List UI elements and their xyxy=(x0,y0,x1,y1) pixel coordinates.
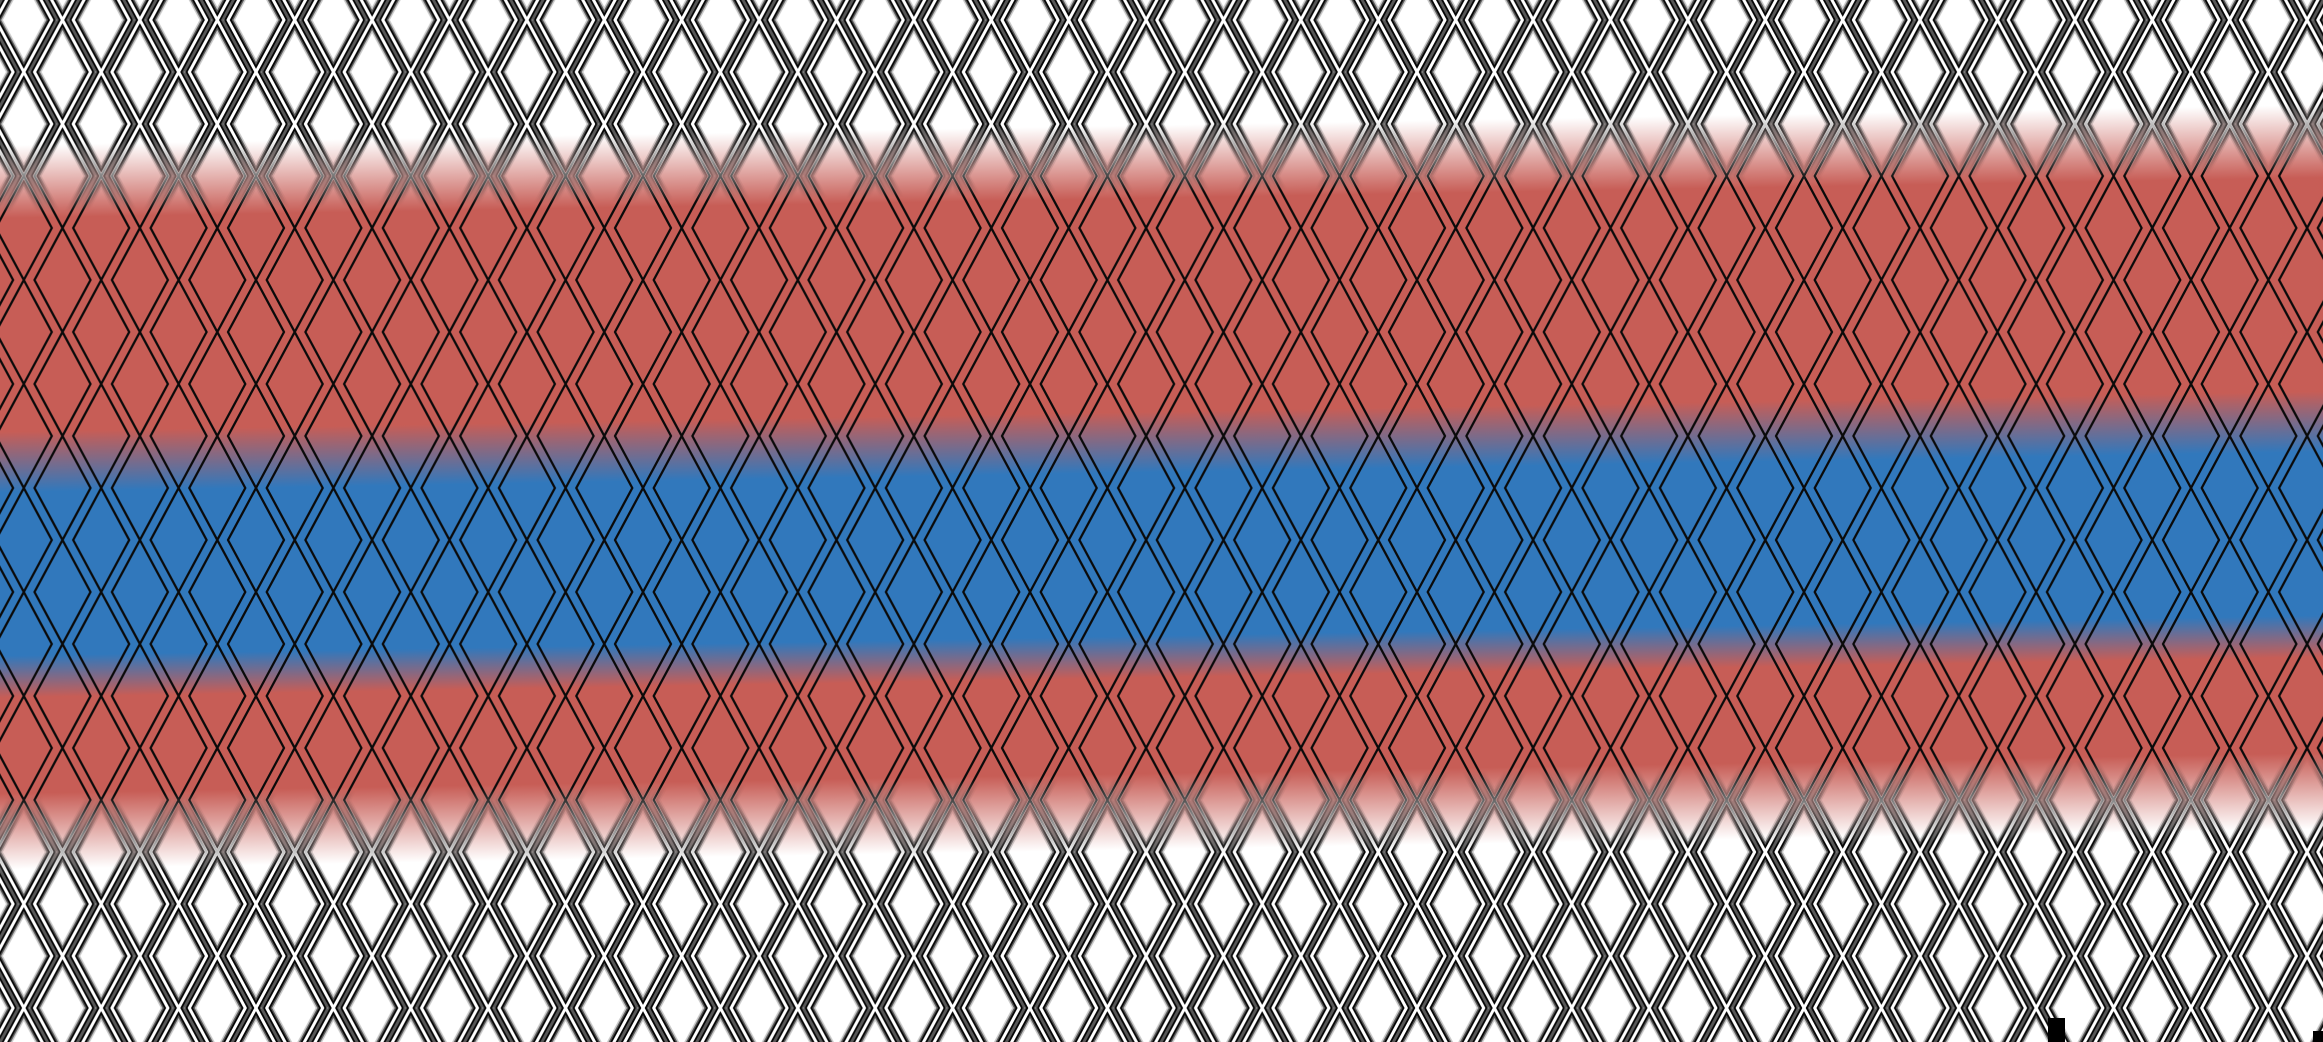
artifact-black-square xyxy=(2048,1018,2065,1042)
artifact-group xyxy=(2048,1018,2323,1042)
artifact-black-corner xyxy=(2313,1031,2323,1042)
